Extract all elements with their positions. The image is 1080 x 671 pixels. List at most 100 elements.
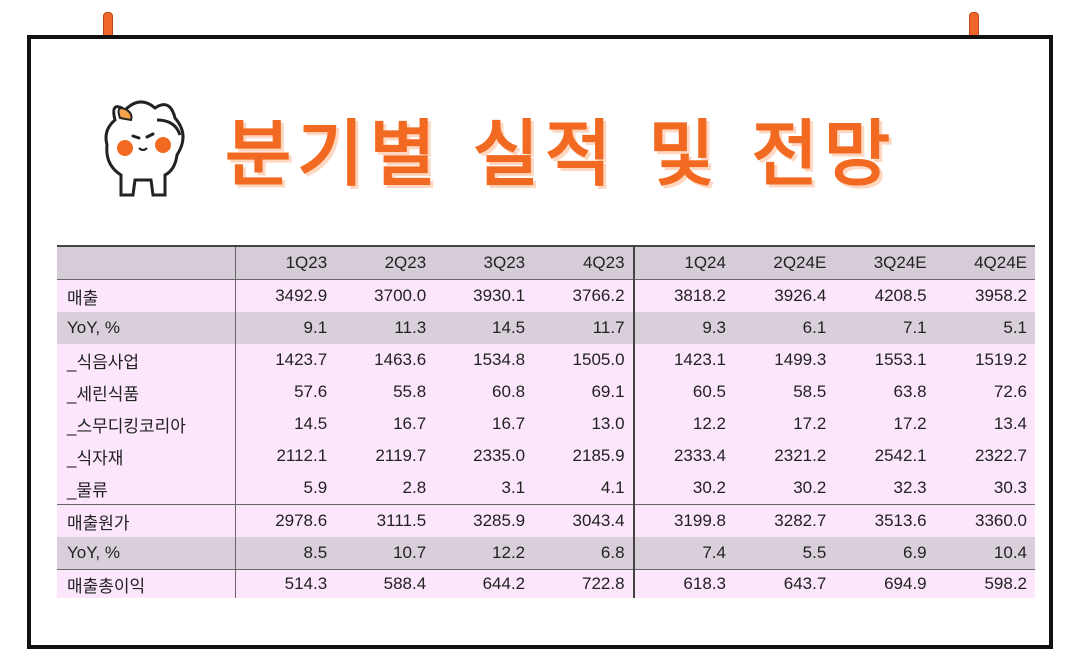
table-cell: 13.0 xyxy=(591,414,625,433)
table-cell: 30.2 xyxy=(632,472,734,505)
table-cell: 3513.6 xyxy=(834,504,935,537)
table-cell: 3492.9 xyxy=(235,279,336,312)
table-cell: 3.1 xyxy=(501,478,526,497)
table-row: 매출 3492.9 3700.0 3930.1 3766.2 3818.2 3926.4 42… xyxy=(57,279,1035,312)
table-cell: 1423.1 xyxy=(632,344,734,376)
table-cell: 3818.2 xyxy=(632,279,734,312)
page-title: 분기별 실적 및 전망 xyxy=(225,112,897,196)
quarterly-results-table: 1Q23 2Q23 3Q23 4Q23 1Q24 2Q24E 3Q24E 4Q2… xyxy=(57,245,1035,598)
table-cell: 9.1 xyxy=(235,312,336,344)
table-row: 매출총이익 514.3 588.4 644.2 722.8 618.3 643.7 694.9… xyxy=(57,569,1035,598)
table-cell: 1534.8 xyxy=(473,350,526,369)
column-header: 1Q24 xyxy=(632,245,734,280)
table-cell: 69.1 xyxy=(591,382,625,401)
table-row: _물류 5.9 2.8 3.1 4.1 30.2 30.2 32.3 30.3 xyxy=(57,472,1035,505)
table-cell: 514.3 xyxy=(235,569,336,598)
table-cell: 60.5 xyxy=(632,376,734,408)
column-header: 4Q23 xyxy=(533,245,634,280)
row-label: _세린식품 xyxy=(67,384,140,404)
table-cell: 1519.2 xyxy=(975,350,1027,369)
cat-mascot-icon xyxy=(104,100,185,197)
table-cell: 1505.0 xyxy=(572,350,625,369)
table-row: _세린식품 57.6 55.8 60.8 69.1 60.5 58.5 63.8 72.6 xyxy=(57,376,1035,408)
table-cell: 30.2 xyxy=(793,478,827,497)
table-cell: 11.7 xyxy=(592,318,625,337)
table-cell: 4.1 xyxy=(600,478,625,497)
table-cell: 4208.5 xyxy=(834,279,935,312)
table-cell: 2542.1 xyxy=(874,446,927,465)
table-header-row: 1Q23 2Q23 3Q23 4Q23 1Q24 2Q24E 3Q24E 4Q2… xyxy=(57,245,1035,280)
column-header: 2Q24E xyxy=(733,245,835,280)
table-cell: 2119.7 xyxy=(375,446,427,465)
table-cell: 6.8 xyxy=(600,543,625,562)
row-label: _식자재 xyxy=(67,448,124,468)
row-label: _식음사업 xyxy=(67,352,140,372)
table-cell: 9.3 xyxy=(632,312,734,344)
column-header: 3Q23 xyxy=(434,245,534,280)
row-label: 매출 xyxy=(57,279,236,312)
table-cell: 2333.4 xyxy=(632,440,734,472)
table-cell: 3766.2 xyxy=(533,279,634,312)
table-cell: 30.3 xyxy=(993,478,1027,497)
table-cell: 17.2 xyxy=(793,414,827,433)
table-cell: 722.8 xyxy=(533,569,634,598)
table-cell: 12.2 xyxy=(632,408,734,440)
column-header: 1Q23 xyxy=(235,245,336,280)
row-label: 매출원가 xyxy=(57,504,236,537)
table-cell: 55.8 xyxy=(393,382,427,401)
column-header: 4Q24E xyxy=(934,245,1035,280)
table-cell: 13.4 xyxy=(993,414,1027,433)
row-label: _물류 xyxy=(67,480,108,500)
column-header: 2Q23 xyxy=(335,245,435,280)
table-cell: 12.2 xyxy=(492,543,526,562)
table-cell: 7.4 xyxy=(632,537,734,570)
table-cell: 72.6 xyxy=(993,382,1027,401)
table-cell: 58.5 xyxy=(793,382,827,401)
table-cell: 2.8 xyxy=(402,478,427,497)
table-cell: 1423.7 xyxy=(235,344,336,376)
table-cell: 3958.2 xyxy=(934,279,1035,312)
row-label: YoY, % xyxy=(67,543,120,562)
table-cell: 694.9 xyxy=(834,569,935,598)
table-cell: 1553.1 xyxy=(874,350,927,369)
table-cell: 5.9 xyxy=(235,472,336,505)
table-cell: 3282.7 xyxy=(733,504,835,537)
table-cell: 7.1 xyxy=(902,318,927,337)
table-cell: 60.8 xyxy=(492,382,526,401)
table-cell: 3111.5 xyxy=(335,504,435,537)
table-cell: 8.5 xyxy=(235,537,336,570)
table-row: 매출원가 2978.6 3111.5 3285.9 3043.4 3199.8 3282.7… xyxy=(57,504,1035,537)
row-label: _스무디킹코리아 xyxy=(67,416,186,436)
table-cell: 14.5 xyxy=(235,408,336,440)
table-cell: 63.8 xyxy=(893,382,927,401)
table-cell: 5.1 xyxy=(1003,318,1027,337)
table-cell: 6.1 xyxy=(802,318,827,337)
table-cell: 2185.9 xyxy=(572,446,625,465)
table-row: _스무디킹코리아 14.5 16.7 16.7 13.0 12.2 17.2 17.2 13.4 xyxy=(57,408,1035,440)
table-cell: 1463.6 xyxy=(374,350,427,369)
table-cell: 3285.9 xyxy=(434,504,534,537)
table-cell: 644.2 xyxy=(434,569,534,598)
table-cell: 57.6 xyxy=(235,376,336,408)
column-header: 3Q24E xyxy=(834,245,935,280)
table-cell: 643.7 xyxy=(733,569,835,598)
table-cell: 2322.7 xyxy=(975,446,1027,465)
table-cell: 2321.2 xyxy=(774,446,827,465)
board-frame xyxy=(27,35,1053,649)
table-cell: 3926.4 xyxy=(733,279,835,312)
table-cell: 32.3 xyxy=(893,478,927,497)
table-row: YoY, % 8.5 10.7 12.2 6.8 7.4 5.5 6.9 10.4 xyxy=(57,537,1035,570)
table-cell: 16.7 xyxy=(492,414,526,433)
table-cell: 10.7 xyxy=(393,543,427,562)
column-header xyxy=(57,245,236,280)
table-cell: 2335.0 xyxy=(473,446,526,465)
table-cell: 16.7 xyxy=(393,414,427,433)
table-cell: 17.2 xyxy=(893,414,927,433)
table-cell: 588.4 xyxy=(335,569,435,598)
table-cell: 1499.3 xyxy=(774,350,827,369)
table-cell: 14.5 xyxy=(492,318,526,337)
table-cell: 3700.0 xyxy=(335,279,435,312)
table-row: _식음사업 1423.7 1463.6 1534.8 1505.0 1423.1 1499.… xyxy=(57,344,1035,376)
table-cell: 3360.0 xyxy=(934,504,1035,537)
table-cell: 3199.8 xyxy=(632,504,734,537)
